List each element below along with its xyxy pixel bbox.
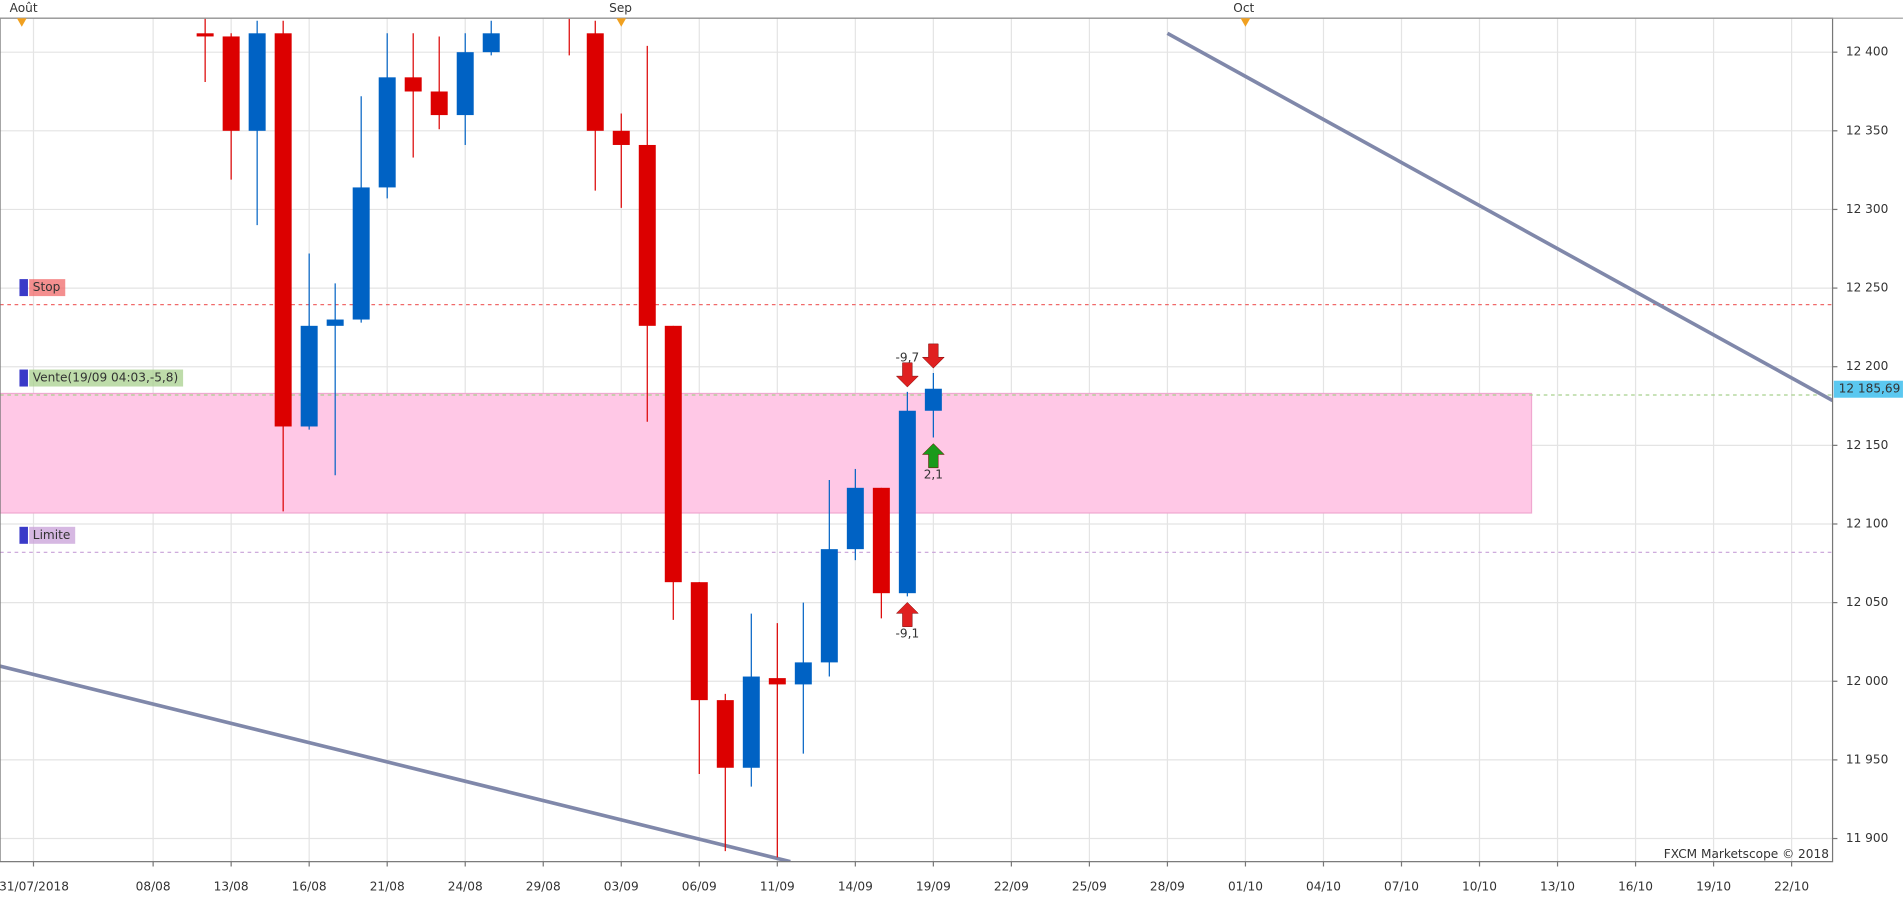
- signal-arrow: [895, 602, 919, 627]
- level-handle: [19, 279, 28, 297]
- candle-body: [690, 582, 708, 701]
- candle-body: [274, 33, 292, 427]
- x-tick-label: 16/10: [1618, 880, 1653, 894]
- signal-arrow: [895, 362, 919, 388]
- zone: [0, 392, 1533, 514]
- x-tick-label: 22/09: [994, 880, 1029, 894]
- candle-body: [404, 77, 422, 92]
- y-tick-label: 12 400: [1846, 45, 1888, 59]
- y-tick-label: 11 900: [1846, 831, 1888, 845]
- y-tick-label: 12 000: [1846, 674, 1888, 688]
- candle-body: [456, 52, 474, 116]
- x-tick-label: 13/08: [214, 880, 249, 894]
- price-tag-label: 12 185,69: [1839, 382, 1901, 396]
- y-tick-label: 12 150: [1846, 438, 1888, 452]
- x-tick-label: 19/10: [1696, 880, 1731, 894]
- candle-body: [378, 77, 396, 188]
- level-handle: [19, 526, 28, 544]
- x-tick-label: 10/10: [1462, 880, 1497, 894]
- level-label-box: [29, 526, 76, 544]
- month-marker: [1240, 18, 1251, 27]
- y-tick-label: 12 050: [1846, 595, 1888, 609]
- candle-body: [638, 144, 656, 326]
- level-label-box: [29, 279, 66, 297]
- candle-body: [716, 700, 734, 768]
- level-label: Stop: [33, 280, 61, 294]
- level-label: Vente(19/09 04:03,-5,8): [33, 371, 178, 385]
- candle-body: [430, 91, 448, 116]
- x-tick-label: 14/09: [838, 880, 873, 894]
- x-tick-label: 24/08: [448, 880, 483, 894]
- x-tick-label: 19/09: [916, 880, 951, 894]
- candle-body: [586, 33, 604, 131]
- x-tick-label: 07/10: [1384, 880, 1419, 894]
- x-tick-label: 08/08: [136, 880, 171, 894]
- candle-body: [794, 662, 812, 685]
- trendline: [1166, 31, 1833, 403]
- signal-arrow: [921, 443, 945, 469]
- signal-arrow: [921, 343, 945, 369]
- y-tick-label: 12 250: [1846, 281, 1888, 295]
- candle-body: [326, 319, 344, 326]
- signal-label: 2,1: [924, 468, 943, 482]
- y-tick-label: 12 100: [1846, 516, 1888, 530]
- candle-body: [482, 33, 500, 53]
- x-tick-label: 29/08: [526, 880, 561, 894]
- x-tick-label: 13/10: [1540, 880, 1575, 894]
- candle-body: [846, 487, 864, 550]
- candle-body: [664, 325, 682, 583]
- candle-body: [872, 487, 890, 594]
- candle-body: [222, 36, 240, 131]
- trendline: [0, 664, 791, 862]
- month-label: Oct: [1233, 1, 1254, 15]
- y-tick-label: 12 350: [1846, 123, 1888, 137]
- x-tick-label: 01/10: [1228, 880, 1263, 894]
- month-marker: [616, 18, 627, 27]
- x-tick-label: 04/10: [1306, 880, 1341, 894]
- level-handle: [19, 369, 28, 387]
- y-tick-label: 12 300: [1846, 202, 1888, 216]
- month-label: Août: [10, 1, 38, 15]
- candle-body: [924, 388, 942, 411]
- level-label-box: [29, 369, 184, 387]
- watermark: FXCM Marketscope © 2018: [1664, 847, 1829, 861]
- candle-body: [612, 130, 630, 145]
- plot-area: Stop Vente(19/09 04:03,-5,8) Limite -9,7 -9,…: [0, 18, 1833, 862]
- y-tick-label: 12 200: [1846, 359, 1888, 373]
- signal-label: -9,7: [896, 350, 920, 364]
- x-tick-label: 21/08: [370, 880, 405, 894]
- x-tick-label: 11/09: [760, 880, 795, 894]
- x-tick-label: 16/08: [292, 880, 327, 894]
- month-label: Sep: [609, 1, 632, 15]
- candle-body: [300, 325, 318, 427]
- x-tick-label: 28/09: [1150, 880, 1185, 894]
- x-tick-label: 03/09: [604, 880, 639, 894]
- candle-body: [196, 33, 214, 37]
- level-label: Limite: [33, 528, 71, 542]
- price-tag: [1833, 380, 1903, 398]
- x-tick-label: 06/09: [682, 880, 717, 894]
- candle-body: [768, 678, 786, 685]
- candle-body: [352, 187, 370, 320]
- x-tick-label: 22/10: [1774, 880, 1809, 894]
- x-tick-label: 25/09: [1072, 880, 1107, 894]
- candle-body: [248, 33, 266, 131]
- candle-body: [898, 410, 916, 594]
- y-tick-label: 11 950: [1846, 752, 1888, 766]
- candle-body: [820, 549, 838, 663]
- candle-body: [742, 676, 760, 768]
- signal-label: -9,1: [896, 626, 920, 640]
- month-marker: [16, 18, 27, 27]
- x-tick-label: 31/07/2018: [0, 880, 69, 894]
